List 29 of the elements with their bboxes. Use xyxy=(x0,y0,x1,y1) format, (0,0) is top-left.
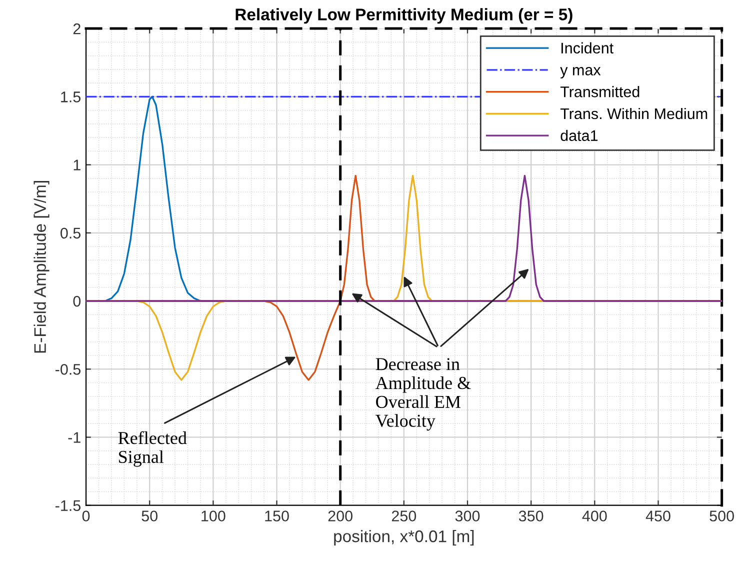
x-tick-label: 100 xyxy=(202,510,226,522)
legend-label: data1 xyxy=(560,130,598,142)
legend-label: y max xyxy=(560,67,601,78)
y-tick-label: 0.5 xyxy=(60,228,81,239)
x-tick-label: 500 xyxy=(710,510,734,522)
x-tick-label: 250 xyxy=(392,510,416,522)
x-tick-label: 0 xyxy=(82,510,90,522)
x-tick-label: 200 xyxy=(328,510,352,522)
annotation: Reflected Signal xyxy=(118,431,187,467)
y-tick-label: -0.5 xyxy=(56,364,81,375)
y-tick-label: 2 xyxy=(73,23,80,34)
legend-label: Transmitted xyxy=(560,86,640,98)
x-tick-label: 400 xyxy=(582,510,607,522)
annotation: Decrease in Amplitude & Overall EM Velocity xyxy=(375,358,471,431)
legend-label: Incident xyxy=(561,42,614,54)
chart-title: Relatively Low Permittivity Medium (er = 5) xyxy=(236,8,572,24)
y-tick-label: -1.5 xyxy=(56,500,81,512)
y-tick-label: -1 xyxy=(68,432,80,443)
x-tick-label: 350 xyxy=(518,510,544,522)
x-tick-label: 50 xyxy=(142,510,158,522)
y-tick-label: 0 xyxy=(73,296,81,307)
y-axis-title: E-Field Amplitude [V/m] xyxy=(34,181,50,353)
y-tick-label: 1.5 xyxy=(61,92,81,102)
x-tick-label: 150 xyxy=(265,510,289,522)
y-tick-label: 1 xyxy=(74,160,80,170)
x-tick-label: 300 xyxy=(455,510,480,522)
legend-label: Trans. Within Medium xyxy=(560,108,708,120)
x-axis-title: position, x*0.01 [m] xyxy=(334,530,474,546)
x-tick-label: 450 xyxy=(646,510,670,522)
